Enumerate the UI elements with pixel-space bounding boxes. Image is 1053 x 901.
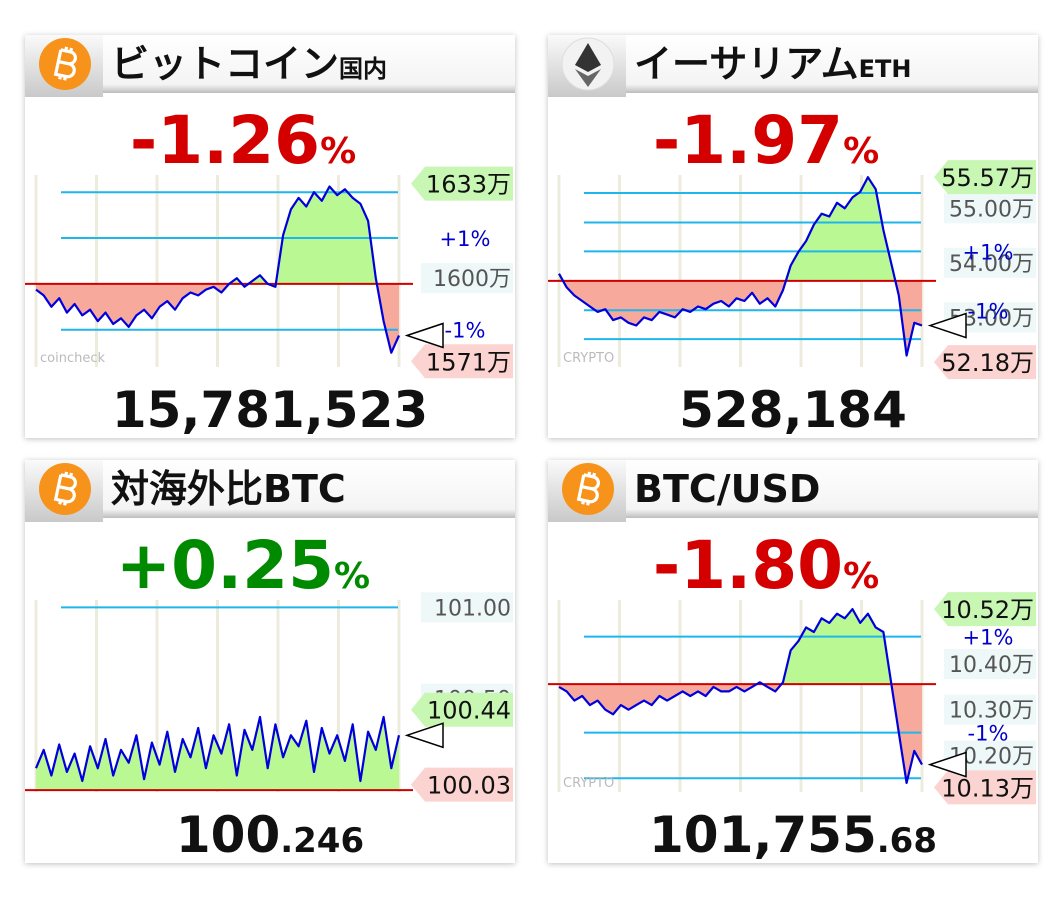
change-unit: % bbox=[843, 556, 879, 597]
price: 528,184 bbox=[679, 381, 907, 439]
price-decimal: .68 bbox=[877, 821, 937, 861]
price-main: 101,755 bbox=[649, 806, 877, 864]
area-fill-down bbox=[559, 684, 922, 783]
tick-bg bbox=[944, 649, 1036, 679]
panel-title-main: イーサリアム bbox=[634, 42, 859, 86]
panel-title-main: 対海外比BTC bbox=[111, 467, 346, 511]
current-marker bbox=[404, 322, 444, 349]
price-line bbox=[34, 715, 401, 783]
percent-label: -1% bbox=[968, 722, 1009, 746]
price-main: 100 bbox=[176, 806, 280, 864]
area-fill-up bbox=[559, 177, 922, 281]
price-main: 528,184 bbox=[679, 381, 907, 439]
change-unit: % bbox=[334, 556, 370, 597]
panel-title-main: ビットコイン bbox=[111, 42, 339, 86]
high-label: 1633万 bbox=[426, 171, 511, 199]
high-label: 10.52万 bbox=[941, 596, 1034, 624]
btc-icon-glyph bbox=[53, 471, 77, 506]
change: -1.26% bbox=[130, 102, 356, 179]
current-marker bbox=[927, 751, 967, 778]
header-bar bbox=[548, 460, 1038, 518]
price-line bbox=[558, 608, 923, 784]
current-marker bbox=[927, 312, 967, 339]
area-fill-down bbox=[559, 280, 922, 356]
y-tick-label: 1600万 bbox=[433, 267, 511, 292]
y-tick-label: 10.40万 bbox=[949, 653, 1034, 678]
y-tick-label: 54.00万 bbox=[949, 252, 1034, 277]
panel-title-main: BTC/USD bbox=[634, 467, 820, 511]
panel: 対海外比BTC+0.25%101.00100.50100.44100.03100… bbox=[25, 460, 515, 864]
tick-bg bbox=[944, 247, 1036, 278]
percent-label: +1% bbox=[963, 626, 1014, 650]
high-label: 100.44 bbox=[427, 697, 511, 725]
high-box bbox=[411, 166, 513, 201]
tick-bg bbox=[944, 193, 1036, 224]
low-label: 100.03 bbox=[427, 772, 511, 800]
price-line bbox=[558, 176, 923, 357]
tick-bg bbox=[944, 694, 1036, 725]
header-bar bbox=[25, 35, 515, 93]
percent-label: +1% bbox=[440, 227, 491, 251]
price: 101,755.68 bbox=[649, 806, 937, 864]
price-main: 15,781,523 bbox=[112, 381, 428, 439]
percent-label: -1% bbox=[445, 319, 486, 343]
low-label: 10.13万 bbox=[941, 774, 1034, 802]
watermark: coincheck bbox=[40, 351, 105, 366]
watermark: CRYPTO bbox=[563, 776, 614, 791]
high-box bbox=[411, 692, 513, 727]
percent-label: +1% bbox=[963, 240, 1014, 264]
area-fill-up bbox=[36, 186, 399, 284]
change-value: -1.26 bbox=[130, 102, 320, 179]
eth-icon-bottom bbox=[575, 69, 601, 87]
panel-title: 対海外比BTC bbox=[111, 467, 346, 511]
panel: BTC/USD-1.80%CRYPTO10.40万10.30万10.20万+1%… bbox=[548, 460, 1038, 864]
high-box bbox=[934, 592, 1036, 627]
change-unit: % bbox=[320, 131, 356, 172]
header-bar bbox=[548, 35, 1038, 93]
price-line bbox=[35, 185, 401, 354]
low-box bbox=[411, 344, 513, 379]
area-fill-up bbox=[559, 609, 922, 685]
change-value: -1.97 bbox=[653, 102, 843, 179]
panel: ビットコイン国内 -1.26% coincheck 1600万 +1% -1% 1633万 1… bbox=[25, 35, 515, 439]
low-box bbox=[411, 767, 513, 802]
panel-title: ビットコイン国内 bbox=[111, 42, 387, 86]
change-value: -1.80 bbox=[653, 527, 843, 604]
low-box bbox=[934, 345, 1036, 380]
change: +0.25% bbox=[116, 527, 370, 604]
tick-bg bbox=[421, 263, 513, 294]
btc-icon-glyph bbox=[576, 471, 600, 506]
current-marker bbox=[404, 722, 444, 749]
low-label: 52.18万 bbox=[941, 349, 1034, 377]
change-unit: % bbox=[843, 131, 879, 172]
y-tick-label: 55.00万 bbox=[949, 197, 1034, 222]
change: -1.97% bbox=[653, 102, 879, 179]
change-value: +0.25 bbox=[116, 527, 334, 604]
panel-title: イーサリアムETH bbox=[634, 42, 911, 86]
watermark: CRYPTO bbox=[563, 351, 614, 366]
btc-icon-glyph bbox=[53, 46, 77, 81]
panel: イーサリアムETH-1.97%CRYPTO55.00万54.00万53.00万+… bbox=[548, 35, 1038, 439]
low-box bbox=[934, 770, 1036, 805]
panel-title-suffix: ETH bbox=[859, 55, 912, 83]
price-decimal: .246 bbox=[280, 821, 364, 861]
y-tick-label: 10.30万 bbox=[949, 699, 1034, 724]
high-label: 55.57万 bbox=[941, 164, 1034, 192]
percent-label: -1% bbox=[968, 299, 1009, 323]
panel-title-suffix: 国内 bbox=[339, 55, 387, 83]
price: 15,781,523 bbox=[112, 381, 428, 439]
y-tick-label: 101.00 bbox=[434, 596, 511, 621]
eth-icon-top bbox=[575, 43, 601, 72]
low-label: 1571万 bbox=[426, 348, 511, 376]
tick-bg bbox=[421, 592, 513, 623]
price: 100.246 bbox=[176, 806, 364, 864]
high-box bbox=[934, 160, 1036, 195]
area-fill-down bbox=[36, 283, 399, 353]
panel-title: BTC/USD bbox=[634, 467, 820, 511]
change: -1.80% bbox=[653, 527, 879, 604]
header-bar bbox=[25, 460, 515, 518]
